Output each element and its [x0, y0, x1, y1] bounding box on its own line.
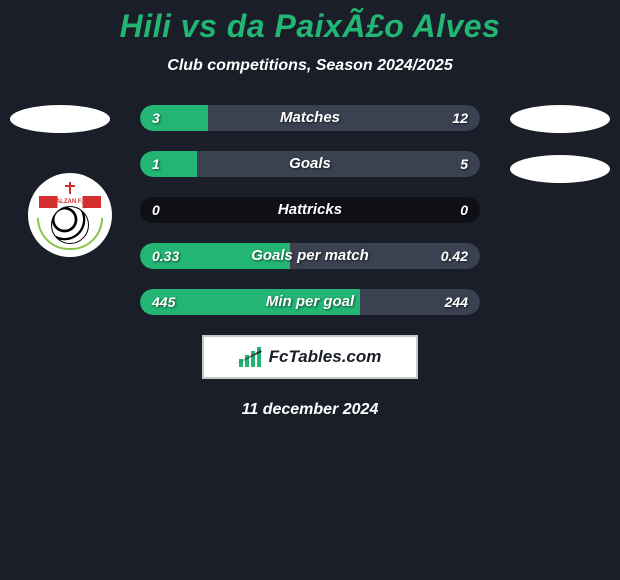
comparison-area: BALZAN F.C. Matches3 12 Goals1 5 Hattricks0 0…	[0, 105, 620, 315]
stat-value-right: 5	[460, 151, 468, 177]
stat-row: Matches3 12	[140, 105, 480, 131]
player-left-badge	[10, 105, 110, 133]
stat-label: Matches	[140, 105, 480, 131]
stat-value-left: 0.33	[152, 243, 179, 269]
subtitle: Club competitions, Season 2024/2025	[0, 57, 620, 75]
player-right-badge	[510, 105, 610, 133]
stat-value-left: 445	[152, 289, 175, 315]
stat-row: Min per goal445 244	[140, 289, 480, 315]
stat-label: Min per goal	[140, 289, 480, 315]
stat-row: Goals1 5	[140, 151, 480, 177]
logo-arc	[37, 218, 103, 250]
stat-row: Goals per match0.33 0.42	[140, 243, 480, 269]
club-logo: BALZAN F.C.	[28, 173, 112, 257]
stat-value-left: 1	[152, 151, 160, 177]
infographic-root: Hili vs da PaixÃ£o Alves Club competitio…	[0, 0, 620, 419]
stat-bars: Matches3 12 Goals1 5 Hattricks0 0 Goals per ma…	[140, 105, 480, 315]
brand-text: FcTables.com	[269, 347, 382, 367]
stat-label: Hattricks	[140, 197, 480, 223]
date-label: 11 december 2024	[0, 401, 620, 419]
logo-cross-icon	[69, 182, 71, 194]
brand-box: FcTables.com	[202, 335, 418, 379]
stat-value-right: 0.42	[441, 243, 468, 269]
stat-label: Goals per match	[140, 243, 480, 269]
stat-row: Hattricks0 0	[140, 197, 480, 223]
club-logo-graphic: BALZAN F.C.	[35, 180, 105, 250]
stat-value-right: 12	[452, 105, 468, 131]
stat-value-right: 0	[460, 197, 468, 223]
page-title: Hili vs da PaixÃ£o Alves	[0, 8, 620, 45]
brand-chart-icon	[239, 347, 263, 367]
stat-label: Goals	[140, 151, 480, 177]
stat-value-right: 244	[445, 289, 468, 315]
player-right-badge-2	[510, 155, 610, 183]
stat-value-left: 0	[152, 197, 160, 223]
stat-value-left: 3	[152, 105, 160, 131]
